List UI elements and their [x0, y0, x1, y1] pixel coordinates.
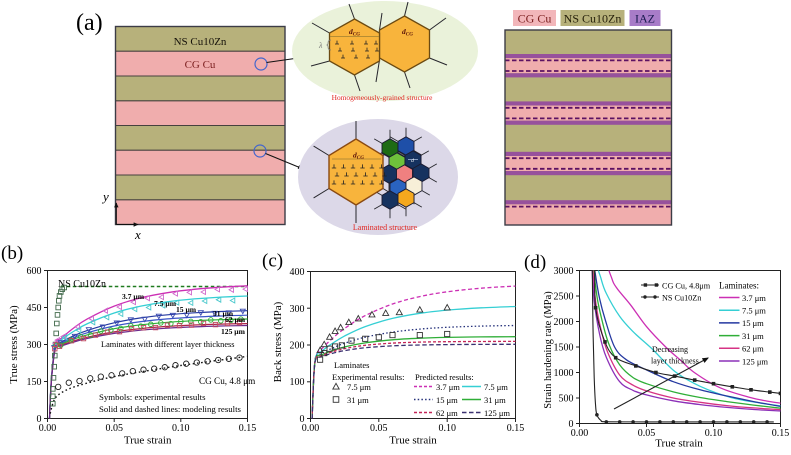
svg-text:Laminates with different laye: Laminates with different layer thickness	[101, 340, 234, 349]
svg-text:200: 200	[290, 341, 305, 352]
svg-text:450: 450	[27, 303, 42, 314]
svg-text:Strain hardening rate (MPa): Strain hardening rate (MPa)	[543, 291, 554, 409]
svg-text:(c): (c)	[262, 251, 283, 272]
svg-text:300: 300	[290, 304, 305, 315]
svg-text:layer thickness: layer thickness	[651, 357, 699, 366]
svg-text:Predicted results:: Predicted results:	[415, 372, 474, 382]
svg-text:NS Cu10Zn: NS Cu10Zn	[174, 36, 227, 48]
svg-text:NS Cu10Zn: NS Cu10Zn	[58, 279, 106, 290]
svg-text:IAZ: IAZ	[635, 12, 655, 26]
svg-text:(a): (a)	[76, 10, 103, 36]
svg-text:x: x	[134, 227, 141, 242]
svg-text:62 μm: 62 μm	[225, 315, 246, 324]
svg-text:Decreasing: Decreasing	[652, 345, 688, 354]
svg-text:0: 0	[569, 419, 574, 430]
svg-text:CG Cu, 4.8μm: CG Cu, 4.8μm	[662, 282, 711, 291]
svg-text:NS Cu10Zn: NS Cu10Zn	[564, 12, 622, 26]
svg-text:0.10: 0.10	[438, 423, 456, 434]
svg-text:150: 150	[27, 377, 42, 388]
svg-text:15 μm: 15 μm	[436, 395, 458, 405]
svg-text:Laminates: Laminates	[334, 360, 369, 370]
svg-text:dCG: dCG	[349, 27, 360, 38]
svg-text:Laminates:: Laminates:	[719, 281, 759, 291]
svg-text:0.00: 0.00	[571, 428, 589, 439]
svg-text:0.00: 0.00	[302, 423, 320, 434]
svg-text:31 μm: 31 μm	[742, 331, 764, 341]
svg-text:2500: 2500	[554, 292, 574, 303]
svg-text:Symbols: experimental results: Symbols: experimental results	[99, 392, 206, 402]
svg-text:100: 100	[290, 377, 305, 388]
svg-text:31 μm: 31 μm	[484, 395, 506, 405]
svg-text:True stress (MPa): True stress (MPa)	[8, 305, 20, 384]
svg-text:7.5 μm: 7.5 μm	[484, 382, 508, 392]
svg-text:Solid and dashed lines: modeli: Solid and dashed lines: modeling results	[99, 404, 242, 414]
svg-text:0.00: 0.00	[39, 423, 57, 434]
svg-text:0: 0	[300, 414, 305, 425]
svg-text:15 μm: 15 μm	[742, 318, 764, 328]
svg-text:1500: 1500	[554, 343, 574, 354]
svg-text:CG Cu, 4.8 μm: CG Cu, 4.8 μm	[199, 376, 255, 386]
svg-text:0.05: 0.05	[638, 428, 656, 439]
svg-text:600: 600	[27, 266, 42, 277]
svg-text:125 μm: 125 μm	[221, 327, 246, 336]
svg-text:125 μm: 125 μm	[484, 408, 510, 418]
svg-text:λ: λ	[318, 41, 323, 50]
svg-text:7.5 μm: 7.5 μm	[742, 306, 766, 316]
svg-text:0.10: 0.10	[705, 428, 723, 439]
svg-text:CG Cu: CG Cu	[518, 12, 552, 26]
svg-text:0.05: 0.05	[105, 423, 123, 434]
svg-text:3.7 μm: 3.7 μm	[436, 382, 460, 392]
svg-text:d: d	[411, 158, 414, 164]
svg-text:62 μm: 62 μm	[436, 408, 458, 418]
svg-text:dCG: dCG	[402, 27, 413, 38]
svg-text:0.15: 0.15	[772, 428, 790, 439]
svg-text:0.15: 0.15	[507, 423, 525, 434]
svg-text:31 μm: 31 μm	[213, 309, 234, 318]
svg-text:7.5 μm: 7.5 μm	[154, 299, 177, 308]
svg-text:3.7 μm: 3.7 μm	[742, 293, 766, 303]
svg-text:(b): (b)	[1, 243, 23, 264]
svg-text:3000: 3000	[554, 266, 574, 277]
svg-text:NS Cu10Zn: NS Cu10Zn	[662, 294, 701, 303]
svg-text:500: 500	[559, 394, 574, 405]
svg-text:y: y	[101, 189, 109, 204]
svg-text:2000: 2000	[554, 317, 574, 328]
svg-text:True strain: True strain	[389, 435, 437, 447]
svg-text:Experimental results:: Experimental results:	[332, 372, 404, 382]
svg-text:400: 400	[290, 267, 305, 278]
svg-text:0.15: 0.15	[239, 423, 257, 434]
svg-text:125 μm: 125 μm	[742, 356, 768, 366]
svg-text:True strain: True strain	[124, 435, 172, 447]
svg-text:1000: 1000	[554, 368, 574, 379]
svg-text:0.10: 0.10	[172, 423, 190, 434]
svg-text:62 μm: 62 μm	[742, 344, 764, 354]
svg-text:dCG: dCG	[353, 151, 364, 162]
svg-text:300: 300	[27, 340, 42, 351]
svg-text:0: 0	[37, 414, 42, 425]
svg-text:0.05: 0.05	[370, 423, 388, 434]
svg-text:Back stress (MPa): Back stress (MPa)	[272, 301, 284, 382]
svg-text:CG Cu: CG Cu	[185, 59, 216, 71]
svg-text:Laminated structure: Laminated structure	[353, 223, 418, 232]
svg-text:Homogeneously-grained structur: Homogeneously-grained structure	[332, 93, 433, 102]
svg-text:7.5 μm: 7.5 μm	[347, 382, 371, 392]
svg-text:15 μm: 15 μm	[176, 305, 197, 314]
svg-text:True strain: True strain	[655, 438, 703, 450]
svg-text:(d): (d)	[524, 252, 546, 273]
svg-text:31 μm: 31 μm	[347, 395, 369, 405]
svg-text:3.7 μm: 3.7 μm	[122, 292, 145, 301]
